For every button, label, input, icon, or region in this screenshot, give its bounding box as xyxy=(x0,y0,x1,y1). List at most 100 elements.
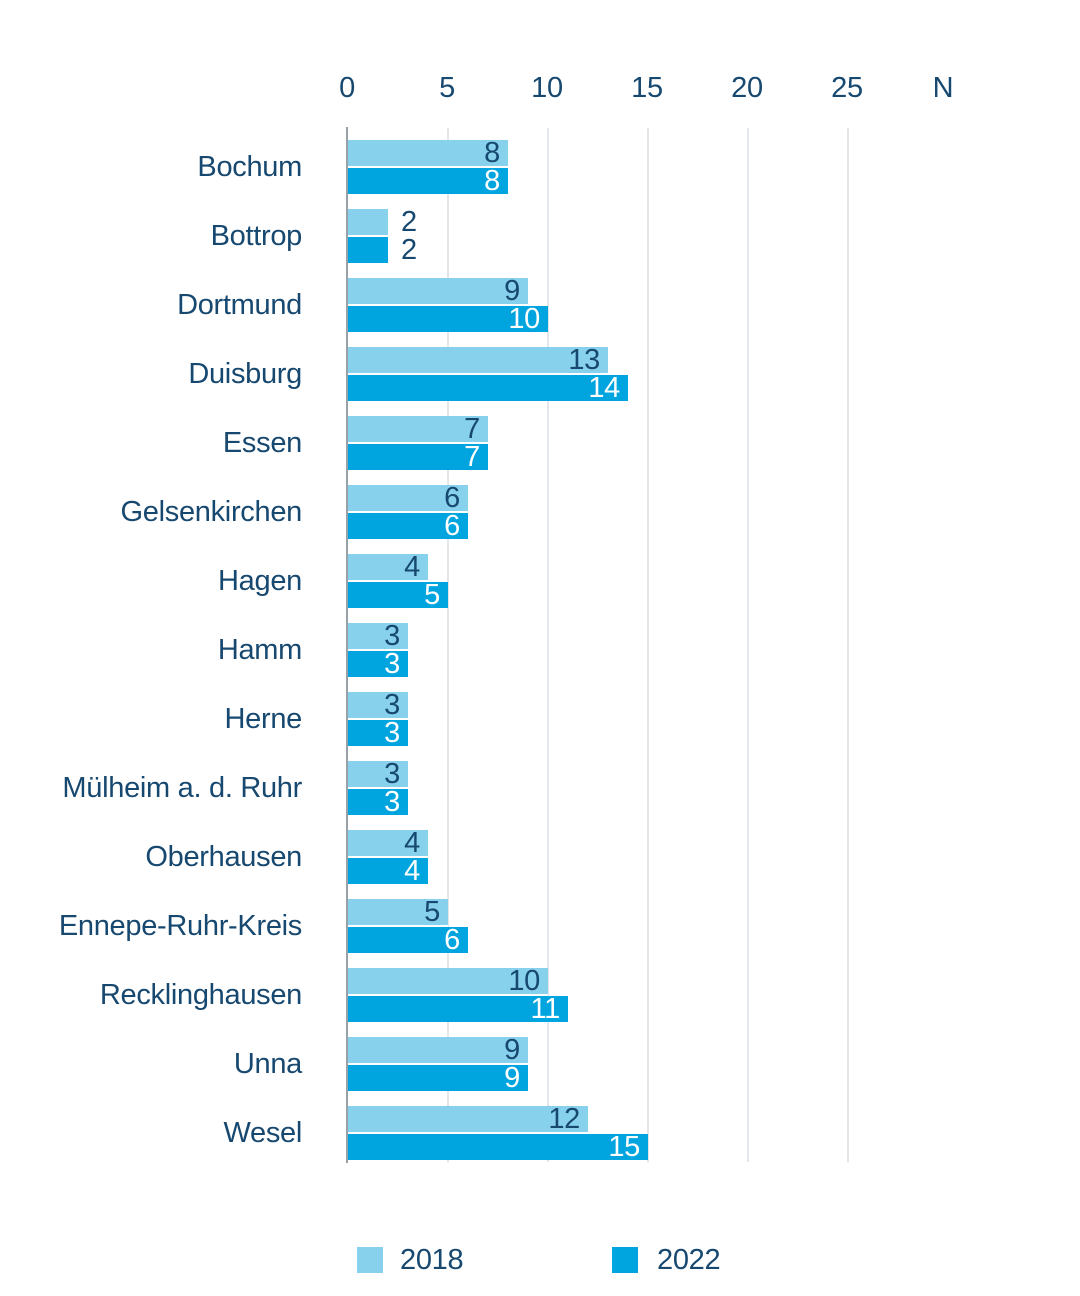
category-label: Gelsenkirchen xyxy=(120,496,303,528)
bar-2022: 15 xyxy=(348,1133,648,1162)
bar-row: Bottrop 2 2 xyxy=(0,208,1080,265)
bar-row: Essen 7 7 xyxy=(0,413,1080,473)
bar-2018: 6 xyxy=(348,482,468,514)
legend-swatch-2018 xyxy=(357,1247,383,1273)
bar-2022: 6 xyxy=(348,510,468,542)
bar-2022: 4 xyxy=(348,855,428,887)
bar-2018: 3 xyxy=(348,620,408,652)
bar-value-label: 9 xyxy=(504,1034,520,1066)
bar-2018: 3 xyxy=(348,689,408,721)
bar-row: Unna 9 9 xyxy=(0,1034,1080,1094)
bar-value-label: 6 xyxy=(444,924,460,956)
bar-value-label: 4 xyxy=(404,827,420,859)
category-label: Essen xyxy=(222,427,302,459)
bar-2018: 9 xyxy=(348,1034,528,1066)
x-axis-n-label: N xyxy=(932,72,954,104)
bar-2018: 10 xyxy=(348,965,548,997)
bar-2022: 10 xyxy=(348,303,548,335)
bar-2018: 4 xyxy=(348,551,428,583)
category-label: Herne xyxy=(224,703,303,735)
category-label: Recklinghausen xyxy=(99,979,302,1011)
bar-row: Herne 3 3 xyxy=(0,689,1080,749)
category-label: Duisburg xyxy=(188,358,302,390)
bar-value-label: 9 xyxy=(504,1062,520,1094)
bar-value-label: 3 xyxy=(384,620,400,652)
bar-row: Wesel 12 15 xyxy=(0,1103,1080,1162)
bar-value-label: 6 xyxy=(444,482,460,514)
bar-2018: 13 xyxy=(348,344,608,376)
legend: 2018 2022 xyxy=(0,1244,1080,1276)
x-axis-tick-label: 25 xyxy=(831,72,863,104)
bar-value-label: 2 xyxy=(401,234,417,266)
bar-row: Hamm 3 3 xyxy=(0,620,1080,680)
category-label: Wesel xyxy=(223,1117,302,1149)
bar-row: Ennepe-Ruhr-Kreis 5 6 xyxy=(0,896,1080,956)
category-label: Hagen xyxy=(218,565,302,597)
gridline xyxy=(447,128,449,1162)
bar-2022: 3 xyxy=(348,648,408,680)
bar-2018: 4 xyxy=(348,827,428,859)
bar-value-label: 5 xyxy=(424,579,440,611)
bar-value-label: 6 xyxy=(444,510,460,542)
bar-2022: 14 xyxy=(348,374,628,403)
bar-2022: 5 xyxy=(348,579,448,611)
bar-2022: 11 xyxy=(348,993,568,1025)
bar-2022: 6 xyxy=(348,924,468,956)
bar-row: Bochum 8 8 xyxy=(0,137,1080,197)
x-axis-tick-label: 10 xyxy=(531,72,563,104)
category-label: Oberhausen xyxy=(145,841,302,873)
bar-value-label: 4 xyxy=(404,855,420,887)
bar-row: Duisburg 13 14 xyxy=(0,344,1080,403)
bar-value-label: 3 xyxy=(384,786,400,818)
bar-value-label: 4 xyxy=(404,551,420,583)
bar-2022: 2 xyxy=(348,236,417,265)
bar-value-label: 3 xyxy=(384,648,400,680)
bar-2018: 2 xyxy=(348,208,417,237)
x-axis-tick-label: 15 xyxy=(631,72,663,104)
bar-value-label: 3 xyxy=(384,689,400,721)
bar-value-label: 12 xyxy=(548,1103,580,1135)
bar-value-label: 8 xyxy=(484,165,500,197)
category-label: Dortmund xyxy=(177,289,302,321)
bar-value-label: 9 xyxy=(504,275,520,307)
bar-value-label: 7 xyxy=(464,413,480,445)
bar-row: Gelsenkirchen 6 6 xyxy=(0,482,1080,542)
legend-label-2018: 2018 xyxy=(400,1244,464,1276)
gridline xyxy=(747,128,749,1162)
bar-value-label: 10 xyxy=(508,965,540,997)
bar-2022: 3 xyxy=(348,717,408,749)
gridline xyxy=(647,128,649,1162)
bar-value-label: 11 xyxy=(530,993,560,1025)
bar-2018: 8 xyxy=(348,137,508,169)
legend-label-2022: 2022 xyxy=(657,1244,721,1276)
category-label: Mülheim a. d. Ruhr xyxy=(62,772,302,804)
category-label: Bottrop xyxy=(210,220,303,252)
bar-2018: 3 xyxy=(348,760,408,789)
bar-value-label: 8 xyxy=(484,137,500,169)
x-axis-tick-label: 0 xyxy=(339,72,355,104)
bar-value-label: 5 xyxy=(424,896,440,928)
category-label: Ennepe-Ruhr-Kreis xyxy=(58,910,302,942)
bar-value-label: 13 xyxy=(568,344,600,376)
x-axis: 0 5 10 15 20 25 N xyxy=(0,72,1080,104)
bar-value-label: 3 xyxy=(384,717,400,749)
bar-2022: 9 xyxy=(348,1062,528,1094)
category-label: Hamm xyxy=(217,634,302,666)
bar-2018: 5 xyxy=(348,896,448,928)
bar-value-label: 10 xyxy=(508,303,540,335)
bar-2022: 7 xyxy=(348,441,488,473)
bar-2018: 7 xyxy=(348,413,488,445)
bar-value-label: 7 xyxy=(464,441,480,473)
bar-2022: 8 xyxy=(348,165,508,197)
gridline xyxy=(547,128,549,1162)
bar-value-label: 2 xyxy=(401,206,417,238)
bar-2022: 3 xyxy=(348,786,408,818)
gridline xyxy=(847,128,849,1162)
legend-swatch-2022 xyxy=(612,1247,638,1273)
category-label: Unna xyxy=(233,1048,302,1080)
bar-2018: 12 xyxy=(348,1103,588,1135)
y-axis-line xyxy=(346,127,348,1163)
x-axis-tick-label: 20 xyxy=(731,72,763,104)
